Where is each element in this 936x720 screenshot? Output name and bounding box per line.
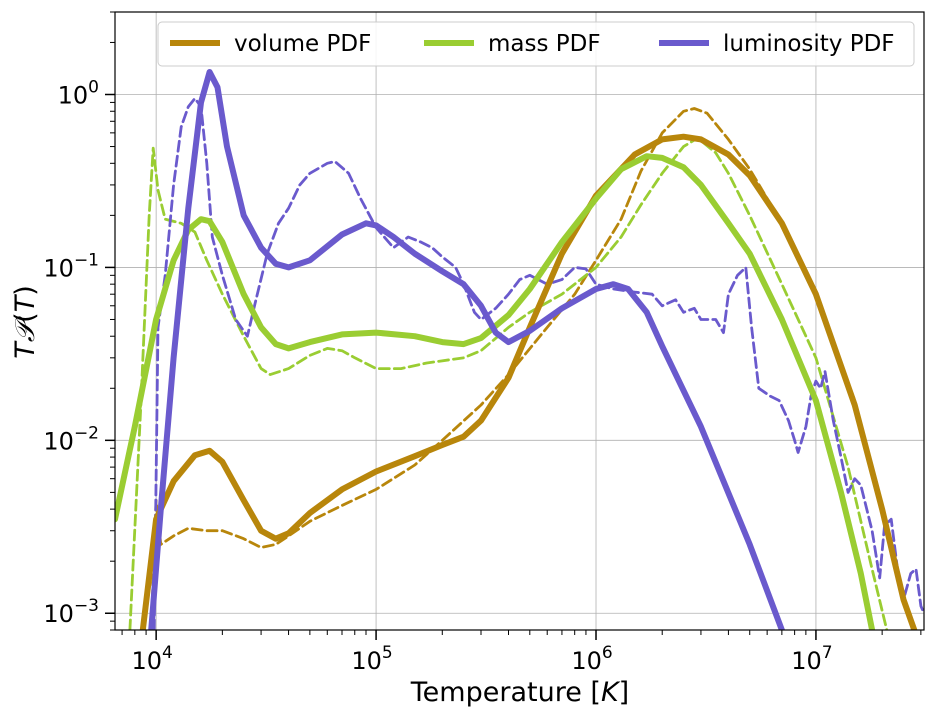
legend: volume PDF mass PDF luminosity PDF bbox=[157, 21, 915, 67]
y-axis-label: T𝒫(T) bbox=[10, 285, 41, 359]
luminosity-pdf-line bbox=[148, 69, 785, 630]
y-tick-label: 10−2 bbox=[43, 423, 99, 455]
legend-label-mass-pdf: mass PDF bbox=[488, 31, 601, 57]
luminosity-pdf-dashed-line bbox=[152, 97, 924, 630]
plot-frame bbox=[114, 11, 925, 631]
x-axis-label: Temperature [K] bbox=[410, 677, 629, 708]
axis-ticks: 104 105 106 107 10−3 10−2 10−1 100 bbox=[43, 11, 922, 675]
x-tick-label: 106 bbox=[571, 643, 612, 675]
legend-frame bbox=[157, 21, 915, 67]
legend-label-volume-pdf: volume PDF bbox=[234, 31, 371, 57]
volume-pdf-line bbox=[139, 133, 918, 630]
grid-lines bbox=[115, 12, 924, 630]
y-tick-label: 100 bbox=[58, 78, 99, 110]
y-tick-label: 10−1 bbox=[43, 250, 99, 282]
plot-area bbox=[115, 69, 924, 630]
y-tick-label: 10−3 bbox=[43, 596, 99, 628]
x-tick-label: 107 bbox=[791, 643, 832, 675]
mass-pdf-line bbox=[115, 153, 876, 630]
x-tick-label: 105 bbox=[351, 643, 392, 675]
legend-label-luminosity-pdf: luminosity PDF bbox=[723, 31, 895, 57]
x-tick-label: 104 bbox=[131, 643, 172, 675]
